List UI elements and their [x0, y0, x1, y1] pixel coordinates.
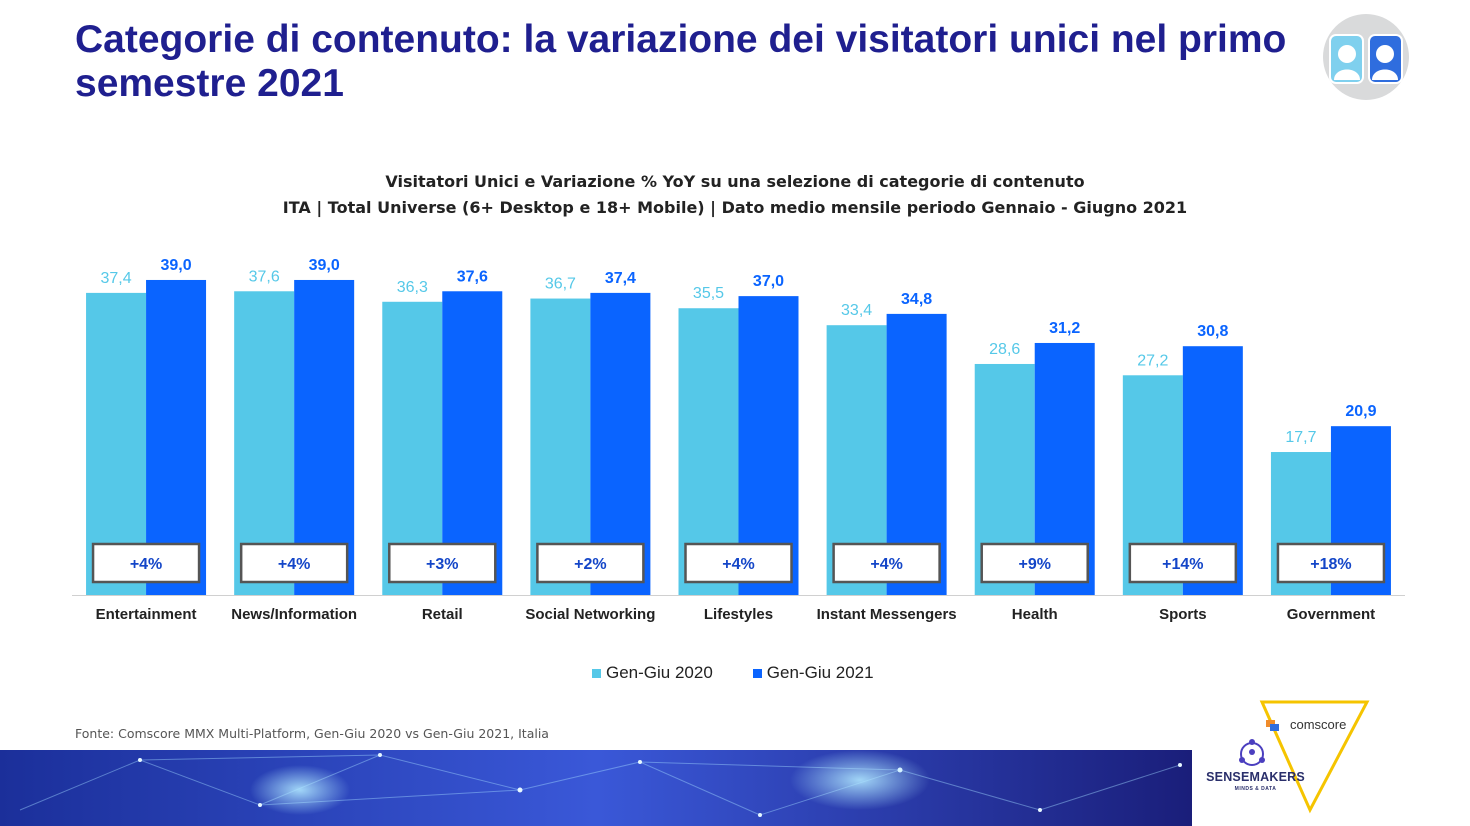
- category-label: News/Information: [231, 606, 357, 623]
- people-icon: [1323, 14, 1409, 100]
- yoy-label: +18%: [1310, 556, 1351, 573]
- data-label: 33,4: [841, 302, 872, 319]
- data-label: 27,2: [1137, 352, 1168, 369]
- yoy-label: +4%: [870, 556, 902, 573]
- data-label: 37,0: [753, 273, 784, 290]
- data-label: 37,4: [100, 270, 131, 287]
- chart-subtitle: ITA | Total Universe (6+ Desktop e 18+ M…: [282, 198, 1188, 217]
- yoy-box: [684, 542, 793, 584]
- category-label: Sports: [1159, 606, 1207, 623]
- yoy-box: [1276, 542, 1386, 584]
- chart-title: Visitatori Unici e Variazione % YoY su u…: [385, 172, 1085, 191]
- data-label: 20,9: [1345, 403, 1376, 420]
- legend-item-2020: Gen-Giu 2020: [592, 663, 713, 683]
- sensemakers-logo-subtext: MINDS & DATA: [1234, 786, 1277, 792]
- category-label: Entertainment: [96, 606, 197, 623]
- category-label: Retail: [422, 606, 463, 623]
- comscore-logo-icon: [1266, 720, 1279, 731]
- comscore-logo-text: comscore: [1290, 717, 1347, 732]
- legend-swatch-2020: [592, 668, 601, 678]
- data-label: 28,6: [989, 341, 1020, 358]
- data-label: 37,6: [457, 268, 488, 285]
- yoy-box: [1128, 542, 1238, 584]
- yoy-label: +14%: [1162, 556, 1203, 573]
- yoy-label: +4%: [130, 556, 162, 573]
- data-label: 37,4: [605, 270, 636, 287]
- category-label: Social Networking: [525, 606, 655, 623]
- brand-logos: [1239, 700, 1370, 814]
- yoy-box: [536, 542, 645, 584]
- data-label: 37,6: [249, 268, 280, 285]
- sensemakers-logo-icon: [1239, 739, 1265, 766]
- legend-label-2020: Gen-Giu 2020: [606, 663, 713, 682]
- category-label: Government: [1287, 606, 1375, 623]
- data-label: 17,7: [1285, 429, 1316, 446]
- yoy-label: +3%: [426, 556, 458, 573]
- category-label: Instant Messengers: [817, 606, 957, 623]
- yoy-box: [980, 542, 1089, 584]
- yoy-box: [91, 542, 201, 584]
- yoy-label: +4%: [278, 556, 310, 573]
- data-label: 39,0: [309, 257, 340, 274]
- sensemakers-logo-text: SENSEMAKERS: [1206, 770, 1305, 784]
- data-label: 30,8: [1197, 323, 1228, 340]
- yoy-box: [832, 542, 941, 584]
- yoy-box: [239, 542, 349, 584]
- bar: [294, 279, 355, 595]
- legend-label-2021: Gen-Giu 2021: [766, 663, 874, 682]
- yoy-label: +9%: [1018, 556, 1050, 573]
- data-label: 39,0: [160, 257, 191, 274]
- chart-legend: Gen-Giu 2020 Gen-Giu 2021: [592, 662, 914, 684]
- data-label: 34,8: [901, 291, 932, 308]
- data-label: 36,3: [397, 279, 428, 296]
- bar-chart: 37,4 39,0 +4% Entertainment 37,6 39,0 +4% News/…: [72, 257, 1405, 623]
- network-banner-image: [0, 750, 1192, 826]
- legend-item-2021: Gen-Giu 2021: [752, 663, 874, 683]
- yoy-box: [388, 542, 497, 584]
- yoy-label: +4%: [722, 556, 754, 573]
- data-label: 35,5: [693, 285, 724, 302]
- legend-swatch-2021: [752, 668, 762, 678]
- bar: [146, 279, 207, 595]
- yoy-label: +2%: [574, 556, 606, 573]
- category-label: Lifestyles: [704, 606, 773, 623]
- category-label: Health: [1012, 606, 1058, 623]
- data-label: 36,7: [545, 276, 576, 293]
- page-title: Categorie di contenuto: la variazione de…: [75, 18, 1287, 105]
- data-label: 31,2: [1049, 320, 1080, 337]
- source-note: Fonte: Comscore MMX Multi-Platform, Gen-…: [75, 726, 549, 741]
